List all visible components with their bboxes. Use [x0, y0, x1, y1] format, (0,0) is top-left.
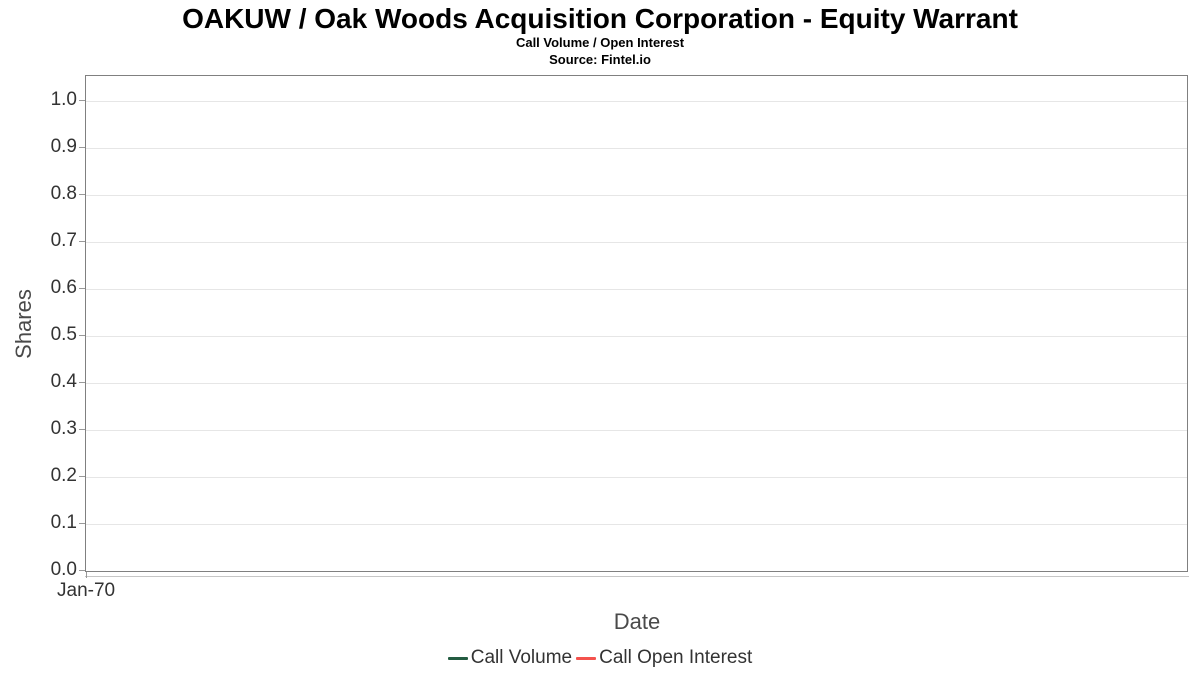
y-tick-mark	[79, 382, 85, 384]
chart-title: OAKUW / Oak Woods Acquisition Corporatio…	[182, 3, 1018, 34]
x-axis-line	[85, 576, 1189, 577]
legend-label-call-volume: Call Volume	[470, 647, 573, 668]
legend: Call Volume Call Open Interest	[0, 647, 1200, 669]
chart-subtitle: Call Volume / Open Interest	[515, 35, 685, 50]
y-tick-mark	[79, 476, 85, 478]
y-tick-mark	[79, 570, 85, 571]
chart-source-label: Source: Fintel.io	[549, 52, 651, 67]
plot-area	[85, 75, 1188, 572]
y-tick-mark	[79, 100, 85, 102]
y-tick-label: 0.1	[50, 512, 77, 534]
y-tick-mark	[79, 241, 85, 243]
x-tick-label: Jan-70	[57, 580, 116, 601]
y-tick-label: 0.4	[50, 371, 77, 393]
y-gridline	[86, 101, 1187, 103]
y-gridline	[86, 336, 1187, 338]
y-gridline	[86, 195, 1187, 197]
legend-label-call-open-interest: Call Open Interest	[599, 647, 753, 668]
y-tick-label: 0.8	[50, 183, 77, 205]
y-tick-mark	[79, 429, 85, 431]
x-axis-title: Date	[613, 609, 661, 634]
y-tick-label: 0.3	[50, 418, 77, 440]
y-tick-mark	[79, 523, 85, 525]
y-gridline	[86, 242, 1187, 244]
y-tick-label: 0.9	[50, 136, 77, 158]
y-gridline	[86, 289, 1187, 291]
y-gridline	[86, 477, 1187, 479]
x-tick-mark	[86, 572, 88, 578]
call-volume-line-swatch	[447, 656, 468, 660]
y-tick-label: 0.7	[50, 230, 77, 252]
y-gridline	[86, 148, 1187, 150]
y-tick-mark	[79, 335, 85, 337]
y-tick-label: 0.2	[50, 465, 77, 487]
y-gridline	[86, 383, 1187, 385]
y-gridline	[86, 430, 1187, 432]
y-tick-label: 0.0	[50, 559, 77, 580]
y-tick-mark	[79, 147, 85, 149]
y-tick-label: 1.0	[50, 89, 77, 111]
y-tick-mark	[79, 194, 85, 196]
y-tick-label: 0.6	[50, 277, 77, 299]
legend-item-call-volume[interactable]: Call Volume	[447, 647, 573, 669]
y-tick-label: 0.5	[50, 324, 77, 346]
y-tick-mark	[79, 288, 85, 290]
legend-item-call-open-interest[interactable]: Call Open Interest	[576, 647, 752, 669]
y-gridline	[86, 524, 1187, 526]
call-open-interest-line-swatch	[576, 656, 597, 660]
